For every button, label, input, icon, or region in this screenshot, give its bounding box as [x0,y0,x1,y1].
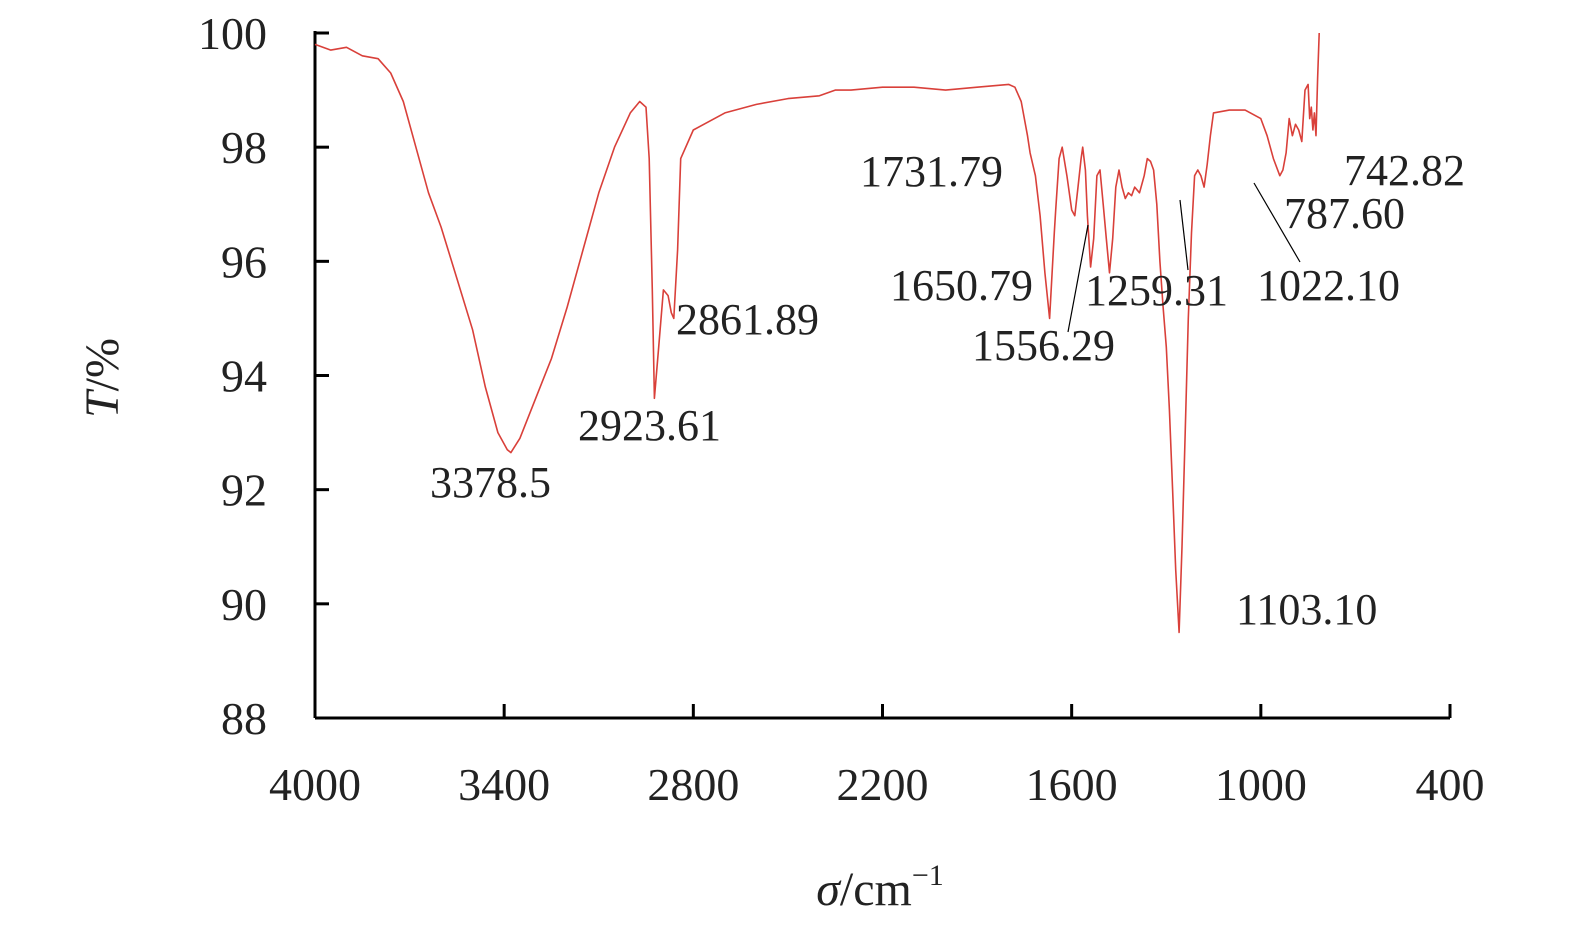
peak-label: 3378.5 [430,458,551,507]
x-tick-label: 1600 [1026,759,1118,810]
y-axis-ticks: 88 90 92 94 96 98 100 [198,8,329,744]
peak-leader-line [1253,182,1301,263]
x-tick-label: 2800 [647,759,739,810]
peak-leader-line [1179,199,1189,271]
spectrum-series-line [314,32,1320,634]
x-tick-label: 2200 [837,759,929,810]
x-tick-label: 3400 [458,759,550,810]
y-axis-symbol: T [76,388,129,418]
y-tick-label: 96 [221,236,267,287]
peak-label: 1103.10 [1236,585,1377,634]
peak-label: 787.60 [1284,189,1405,238]
x-axis-unit: /cm [840,863,912,916]
y-tick-label: 94 [221,351,267,402]
x-tick-label: 400 [1416,759,1485,810]
y-axis-title: T/% [76,338,129,418]
x-tick-label: 4000 [269,759,361,810]
peak-label: 742.82 [1344,146,1465,195]
peak-label: 1259.31 [1085,266,1228,315]
y-axis-unit: /% [76,338,129,391]
peak-leader-line [1067,224,1089,333]
y-tick-label: 90 [221,579,267,630]
x-tick-label: 1000 [1215,759,1307,810]
y-tick-label: 92 [221,465,267,516]
peak-label: 2861.89 [676,295,819,344]
y-tick-label: 88 [221,693,267,744]
peak-label: 1731.79 [860,147,1003,196]
x-axis-symbol: σ [816,863,842,916]
peak-label: 2923.61 [578,401,721,450]
x-axis-title: σ/cm−1 [816,859,944,916]
peak-label: 1556.29 [972,321,1115,370]
peak-label: 1650.79 [890,261,1033,310]
peak-annotations: 3378.5 2923.61 2861.89 1731.79 1650.79 1556.2… [430,146,1465,634]
x-axis-unit-superscript: −1 [912,859,944,892]
y-tick-label: 100 [198,8,267,59]
x-axis-ticks: 4000 3400 2800 2200 1600 1000 400 [269,704,1485,810]
y-tick-label: 98 [221,122,267,173]
peak-label: 1022.10 [1257,261,1400,310]
